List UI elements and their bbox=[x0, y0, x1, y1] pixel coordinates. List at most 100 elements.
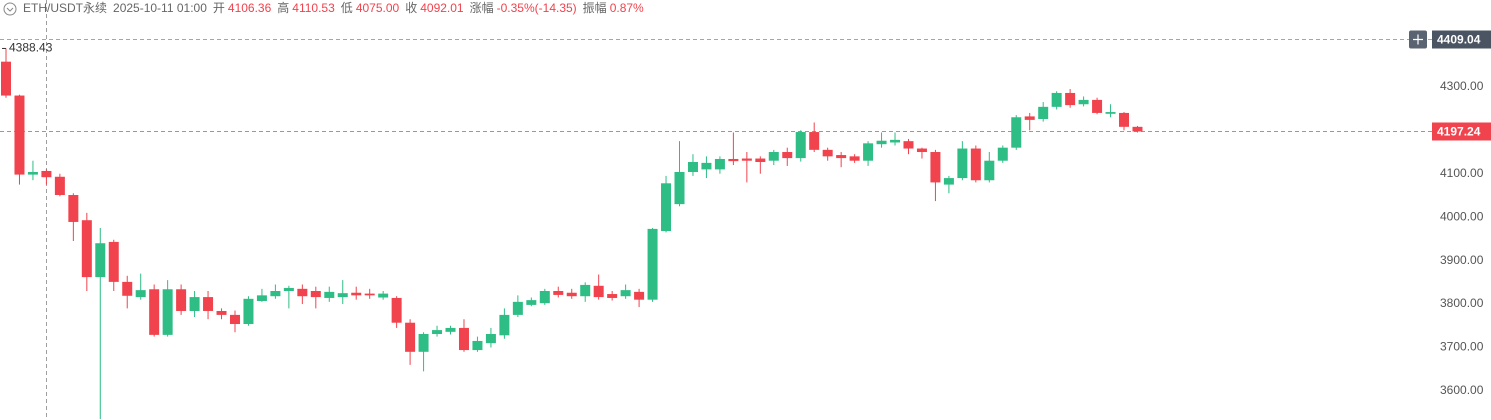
candle-body bbox=[836, 155, 847, 159]
candle-body bbox=[458, 327, 469, 351]
candle-body bbox=[795, 132, 806, 159]
candle-body bbox=[81, 220, 92, 278]
candle-body bbox=[1065, 92, 1076, 106]
max-label: 4388.43 bbox=[9, 41, 53, 55]
candle-body bbox=[1092, 99, 1103, 113]
candle-body bbox=[1051, 92, 1062, 107]
candle-body bbox=[485, 334, 496, 344]
candle-body bbox=[526, 300, 537, 305]
candle-body bbox=[876, 140, 887, 145]
header-value: 4110.53 bbox=[292, 1, 335, 15]
candle-body bbox=[283, 287, 294, 292]
candle-body bbox=[337, 293, 348, 298]
candle-body bbox=[14, 95, 25, 175]
candle-body bbox=[297, 288, 308, 297]
candle-body bbox=[647, 228, 658, 300]
candle-body bbox=[445, 327, 456, 332]
candle-body bbox=[822, 149, 833, 157]
candle-body bbox=[108, 241, 119, 282]
y-tick-label: 3700.00 bbox=[1440, 340, 1484, 354]
candle-body bbox=[553, 291, 564, 295]
crosshair-price-box bbox=[1432, 30, 1491, 49]
header-label: 开 bbox=[213, 1, 225, 15]
candle-body bbox=[324, 291, 335, 298]
candle-body bbox=[674, 171, 685, 205]
candle-body bbox=[1038, 106, 1049, 120]
candle-body bbox=[135, 290, 146, 298]
candle-body bbox=[809, 132, 820, 150]
candle-body bbox=[984, 160, 995, 181]
candle-body bbox=[957, 148, 968, 179]
candle-body bbox=[890, 139, 901, 143]
candle-body bbox=[176, 289, 187, 311]
candle-body bbox=[714, 158, 725, 170]
candle-body bbox=[728, 158, 739, 162]
candle-body bbox=[162, 289, 173, 335]
candle-body bbox=[1, 61, 11, 96]
candle-body bbox=[95, 243, 106, 278]
candle-body bbox=[472, 340, 483, 351]
candle-body bbox=[229, 314, 240, 325]
candle-body bbox=[351, 292, 362, 296]
header-label: 收 bbox=[405, 1, 417, 15]
candle-body bbox=[41, 170, 52, 178]
candle-body bbox=[68, 195, 79, 222]
header-label: 高 bbox=[277, 0, 289, 15]
y-tick-label: 4100.00 bbox=[1440, 166, 1484, 180]
candle-body bbox=[418, 334, 429, 352]
candle-body bbox=[930, 152, 941, 183]
plus-icon bbox=[1413, 34, 1423, 45]
candle-body bbox=[1119, 112, 1130, 127]
header-value: -0.35%(-14.35) bbox=[497, 1, 577, 15]
header-line: ETH/USDT永续 2025-10-11 01:00 开 4106.36 高 4110.… bbox=[23, 0, 644, 15]
candle-body bbox=[378, 293, 389, 298]
candle-body bbox=[970, 148, 981, 181]
candle-body bbox=[122, 281, 133, 296]
candle-body bbox=[580, 284, 591, 297]
candle-body bbox=[849, 156, 860, 161]
header-value: 4075.00 bbox=[356, 1, 400, 15]
candle-body bbox=[539, 291, 550, 304]
candle-body bbox=[432, 330, 443, 335]
header-label: 低 bbox=[341, 1, 353, 15]
crosshair-price-label: 4409.04 bbox=[1437, 33, 1481, 47]
header-label: 涨幅 bbox=[470, 0, 494, 15]
candle-body bbox=[1011, 117, 1022, 148]
candle-body bbox=[1105, 112, 1116, 114]
symbol: ETH/USDT永续 bbox=[23, 1, 107, 15]
candle-body bbox=[741, 158, 752, 161]
candle-body bbox=[243, 298, 254, 325]
candle-body bbox=[593, 285, 604, 298]
candle-body bbox=[270, 291, 281, 297]
candle-body bbox=[607, 294, 618, 298]
candle-body bbox=[216, 310, 227, 315]
y-tick-label: 4000.00 bbox=[1440, 209, 1484, 223]
candle-body bbox=[512, 301, 523, 315]
header-value: 0.87% bbox=[610, 1, 644, 15]
header-icon[interactable] bbox=[3, 2, 17, 16]
candle-body bbox=[863, 143, 874, 161]
time: 2025-10-11 01:00 bbox=[113, 1, 207, 15]
candle-body bbox=[499, 314, 510, 336]
y-tick-label: 3900.00 bbox=[1440, 253, 1484, 267]
candle-body bbox=[27, 171, 38, 175]
candle-body bbox=[943, 178, 954, 185]
header-value: 4106.36 bbox=[228, 1, 272, 15]
candle-body bbox=[1078, 99, 1089, 105]
candle-body bbox=[782, 152, 793, 159]
candle-body bbox=[405, 322, 416, 352]
candle-body bbox=[755, 158, 766, 163]
header-value: 4092.01 bbox=[420, 1, 464, 15]
candle-body bbox=[661, 183, 672, 232]
candle-body bbox=[310, 291, 321, 298]
y-tick-label: 3600.00 bbox=[1440, 383, 1484, 397]
last-price-box bbox=[1432, 122, 1491, 141]
candle-body bbox=[1024, 116, 1035, 120]
candle-body bbox=[149, 289, 160, 335]
candle-body bbox=[916, 148, 927, 153]
candle-body bbox=[391, 297, 402, 323]
header-label: 振幅 bbox=[583, 0, 607, 15]
y-tick-label: 4300.00 bbox=[1440, 79, 1484, 93]
candle-body bbox=[1132, 126, 1143, 132]
